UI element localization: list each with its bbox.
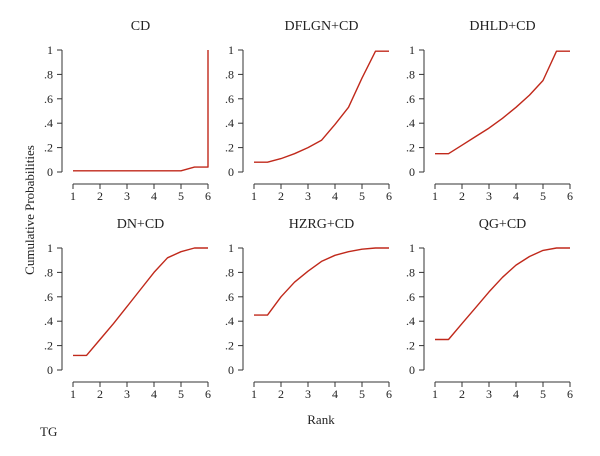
x-tick-label: 6 bbox=[386, 189, 392, 203]
y-tick-label: .4 bbox=[225, 314, 234, 328]
y-tick-label: .8 bbox=[225, 265, 234, 279]
y-tick-label: .6 bbox=[44, 92, 53, 106]
x-tick-label: 4 bbox=[332, 189, 338, 203]
x-tick-label: 5 bbox=[359, 189, 365, 203]
y-tick-label: 1 bbox=[409, 241, 415, 255]
y-tick-label: .4 bbox=[225, 116, 234, 130]
y-tick-label: .2 bbox=[44, 141, 53, 155]
x-tick-label: 6 bbox=[205, 387, 211, 401]
y-tick-label: 0 bbox=[47, 363, 53, 377]
panel-1: DFLGN+CD 0 .2 .4 .6 .8 1 1 2 3 4 5 6 bbox=[225, 19, 392, 203]
x-tick-label: 5 bbox=[178, 189, 184, 203]
x-tick-label: 3 bbox=[124, 189, 130, 203]
series-line bbox=[73, 247, 208, 357]
x-tick-label: 5 bbox=[178, 387, 184, 401]
y-tick-label: 0 bbox=[409, 363, 415, 377]
y-tick-label: .6 bbox=[44, 290, 53, 304]
panel-3: DN+CD 0 .2 .4 .6 .8 1 1 2 3 4 5 6 bbox=[44, 217, 211, 401]
y-tick-label: .4 bbox=[406, 116, 415, 130]
x-tick-label: 2 bbox=[459, 189, 465, 203]
x-tick-label: 4 bbox=[513, 189, 519, 203]
x-tick-label: 4 bbox=[151, 189, 157, 203]
x-tick-label: 1 bbox=[251, 189, 257, 203]
x-axis-title: Rank bbox=[307, 412, 335, 427]
x-tick-label: 1 bbox=[251, 387, 257, 401]
y-tick-label: 0 bbox=[228, 363, 234, 377]
y-tick-label: 0 bbox=[228, 165, 234, 179]
panel-grid: CD 0 .2 .4 .6 .8 1 1 2 3 4 5 6 DFLGN+CD 0 .2 .4 .6 .8 1 1 2 3 4… bbox=[44, 19, 573, 401]
x-tick-label: 2 bbox=[97, 387, 103, 401]
series-line bbox=[254, 247, 389, 316]
series-line bbox=[435, 247, 570, 341]
panel-title: DHLD+CD bbox=[469, 19, 535, 34]
x-tick-label: 3 bbox=[305, 387, 311, 401]
y-tick-label: .6 bbox=[406, 92, 415, 106]
y-tick-label: 1 bbox=[228, 241, 234, 255]
y-tick-label: .2 bbox=[225, 339, 234, 353]
panel-title: QG+CD bbox=[479, 217, 527, 232]
panel-4: HZRG+CD 0 .2 .4 .6 .8 1 1 2 3 4 5 6 bbox=[225, 217, 392, 401]
x-tick-label: 6 bbox=[567, 189, 573, 203]
series-line bbox=[254, 50, 389, 163]
y-tick-label: .8 bbox=[406, 265, 415, 279]
y-tick-label: 0 bbox=[409, 165, 415, 179]
panel-2: DHLD+CD 0 .2 .4 .6 .8 1 1 2 3 4 5 6 bbox=[406, 19, 573, 203]
y-tick-label: .6 bbox=[225, 290, 234, 304]
x-tick-label: 5 bbox=[540, 387, 546, 401]
y-tick-label: .6 bbox=[225, 92, 234, 106]
series-line bbox=[435, 50, 570, 155]
x-tick-label: 2 bbox=[459, 387, 465, 401]
y-tick-label: .4 bbox=[44, 116, 53, 130]
y-tick-label: .4 bbox=[44, 314, 53, 328]
x-tick-label: 1 bbox=[70, 387, 76, 401]
series-line bbox=[73, 50, 209, 172]
y-tick-label: 1 bbox=[409, 43, 415, 57]
y-tick-label: .2 bbox=[44, 339, 53, 353]
x-tick-label: 1 bbox=[70, 189, 76, 203]
x-tick-label: 3 bbox=[486, 387, 492, 401]
x-tick-label: 6 bbox=[205, 189, 211, 203]
y-axis-title: Cumulative Probabilities bbox=[22, 145, 37, 275]
x-tick-label: 3 bbox=[305, 189, 311, 203]
panel-title: DN+CD bbox=[117, 217, 165, 232]
x-tick-label: 1 bbox=[432, 387, 438, 401]
x-tick-label: 4 bbox=[151, 387, 157, 401]
y-tick-label: .6 bbox=[406, 290, 415, 304]
x-tick-label: 4 bbox=[332, 387, 338, 401]
panel-title: DFLGN+CD bbox=[284, 19, 358, 34]
y-tick-label: 1 bbox=[228, 43, 234, 57]
panel-0: CD 0 .2 .4 .6 .8 1 1 2 3 4 5 6 bbox=[44, 19, 211, 203]
panel-5: QG+CD 0 .2 .4 .6 .8 1 1 2 3 4 5 6 bbox=[406, 217, 573, 401]
x-tick-label: 6 bbox=[567, 387, 573, 401]
panel-title: HZRG+CD bbox=[289, 217, 354, 232]
y-tick-label: .8 bbox=[406, 67, 415, 81]
y-tick-label: 0 bbox=[47, 165, 53, 179]
x-tick-label: 3 bbox=[486, 189, 492, 203]
y-tick-label: .2 bbox=[406, 339, 415, 353]
x-tick-label: 2 bbox=[278, 189, 284, 203]
y-tick-label: 1 bbox=[47, 43, 53, 57]
panel-title: CD bbox=[131, 19, 150, 34]
x-tick-label: 2 bbox=[97, 189, 103, 203]
x-tick-label: 2 bbox=[278, 387, 284, 401]
x-tick-label: 3 bbox=[124, 387, 130, 401]
y-tick-label: .8 bbox=[44, 265, 53, 279]
x-tick-label: 5 bbox=[540, 189, 546, 203]
y-tick-label: .2 bbox=[225, 141, 234, 155]
y-tick-label: .4 bbox=[406, 314, 415, 328]
x-tick-label: 6 bbox=[386, 387, 392, 401]
y-tick-label: 1 bbox=[47, 241, 53, 255]
x-tick-label: 1 bbox=[432, 189, 438, 203]
x-tick-label: 5 bbox=[359, 387, 365, 401]
y-tick-label: .2 bbox=[406, 141, 415, 155]
x-tick-label: 4 bbox=[513, 387, 519, 401]
y-tick-label: .8 bbox=[44, 67, 53, 81]
footer-label: TG bbox=[40, 424, 57, 439]
y-tick-label: .8 bbox=[225, 67, 234, 81]
